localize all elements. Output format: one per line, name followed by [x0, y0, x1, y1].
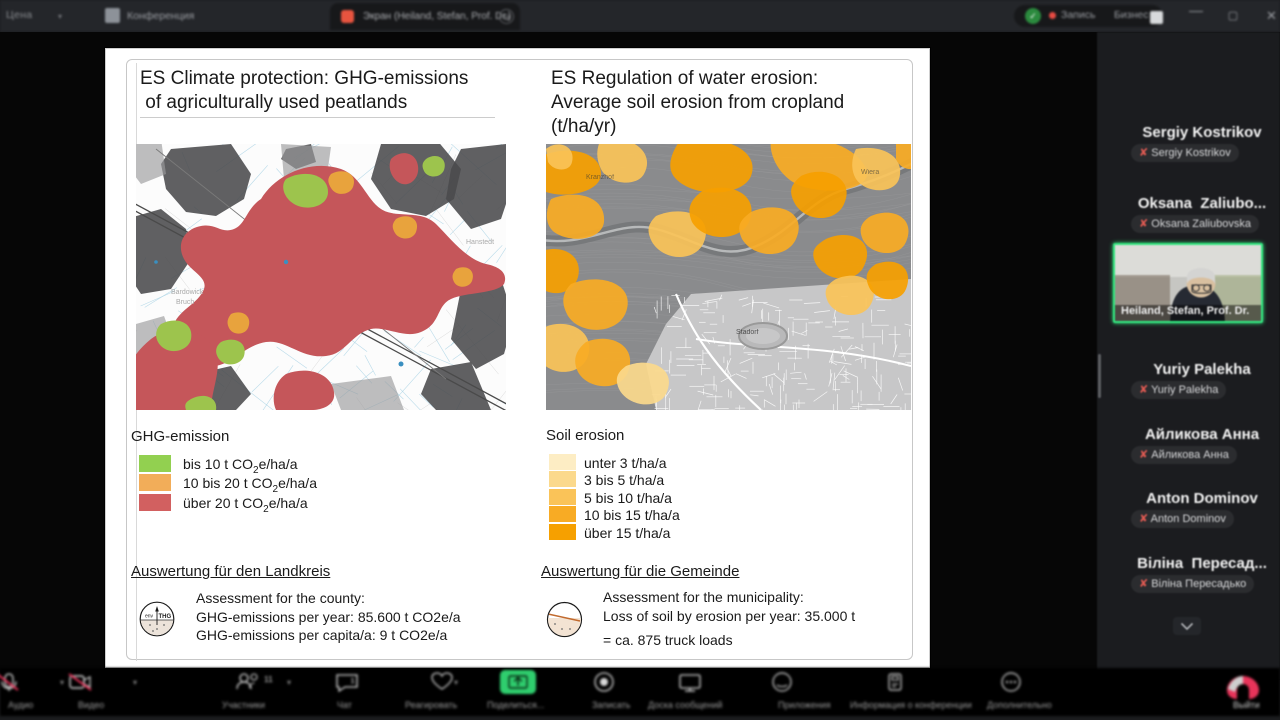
svg-text:Bardowick: Bardowick	[171, 289, 204, 296]
svg-text:Kranzhof: Kranzhof	[586, 174, 614, 181]
svg-text:Stadorf: Stadorf	[736, 329, 759, 336]
svg-text:Hanstedt: Hanstedt	[466, 239, 494, 246]
svg-text:env: env	[145, 614, 154, 620]
svg-text:Wiera: Wiera	[861, 169, 879, 176]
svg-text:Bruch: Bruch	[176, 299, 194, 306]
svg-text:THG: THG	[159, 614, 172, 620]
